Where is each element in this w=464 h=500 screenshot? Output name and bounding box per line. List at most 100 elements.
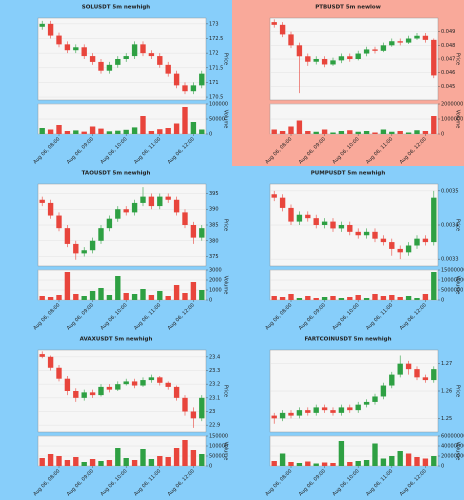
candle-body (313, 218, 319, 225)
candle-body (405, 245, 412, 253)
chart-title: FARTCOINUSDT 5m newhigh (305, 337, 392, 343)
candle-body (81, 47, 87, 57)
volume-bar (380, 458, 387, 466)
volume-bar (47, 454, 54, 466)
candle-body (288, 207, 294, 222)
volume-bar (338, 298, 345, 300)
volume-bar (279, 131, 286, 134)
volume-bar (190, 122, 197, 134)
y-tick-label: 390 (209, 207, 219, 213)
y2-axis-label: Volume (223, 276, 229, 295)
y-tick-label: 170.5 (209, 95, 223, 101)
candle-body (182, 397, 188, 412)
y2-tick-label: 0 (441, 298, 444, 304)
volume-bar (140, 449, 146, 466)
y2-tick-label: 100000 (209, 102, 228, 108)
volume-bar (73, 457, 79, 466)
candle-body (380, 385, 387, 397)
y2-tick-label: 40000000 (441, 444, 464, 450)
volume-bar (182, 440, 188, 466)
y-tick-label: 1.25 (441, 416, 452, 422)
volume-bar (271, 461, 277, 466)
candle-body (372, 396, 378, 402)
candle-body (56, 367, 62, 379)
y2-tick-label: 0 (209, 132, 212, 138)
candle-body (47, 356, 54, 368)
candle-body (140, 380, 146, 386)
candle-body (338, 225, 345, 229)
volume-bar (271, 129, 277, 134)
candle-body (173, 73, 180, 86)
y-tick-label: 0.049 (441, 29, 455, 35)
y-tick-label: 171 (209, 80, 219, 86)
volume-bar (397, 297, 403, 300)
candle-body (190, 411, 197, 419)
candle-body (140, 44, 146, 54)
volume-bar (347, 130, 353, 134)
candle-body (347, 407, 353, 411)
volume-bar (81, 462, 87, 466)
candle-body (115, 59, 121, 65)
candle-body (182, 212, 188, 225)
candle-body (89, 392, 96, 396)
candle-body (106, 64, 113, 71)
candle-body (165, 382, 171, 387)
candle-body (296, 45, 303, 57)
volume-bar (123, 129, 129, 134)
y-tick-label: 385 (209, 223, 219, 229)
candle-body (64, 378, 71, 391)
candle-body (321, 221, 328, 225)
y2-axis-label: Volume (455, 442, 461, 461)
candle-body (106, 218, 113, 229)
chart-title: AVAXUSDT 5m newhigh (80, 337, 153, 343)
volume-bar (363, 298, 370, 300)
y-tick-label: 0.047 (441, 57, 455, 63)
candle-body (380, 238, 387, 243)
candle-body (165, 196, 171, 200)
price-plot-area (37, 349, 207, 433)
volume-bar (39, 128, 45, 134)
candle-body (305, 410, 311, 413)
volume-bar (355, 295, 361, 300)
volume-bar (405, 132, 412, 134)
candle-body (182, 85, 188, 92)
volume-bar (305, 131, 311, 134)
candle-body (355, 404, 361, 411)
volume-bar (123, 458, 129, 466)
volume-bar (305, 461, 311, 466)
volume-bar (431, 456, 437, 466)
candle-body (330, 60, 336, 65)
volume-bar (355, 131, 361, 134)
volume-bar (372, 443, 378, 466)
volume-bar (414, 457, 420, 466)
volume-bar (106, 460, 113, 466)
volume-bar (338, 441, 345, 466)
y2-axis-label: Volume (455, 110, 461, 129)
candle-body (165, 64, 171, 74)
candle-body (64, 228, 71, 244)
y-tick-label: 172.5 (209, 36, 223, 42)
candle-body (148, 377, 155, 381)
candle-body (56, 215, 62, 229)
y2-tick-label: 20000000 (441, 454, 464, 460)
y-tick-label: 0.048 (441, 43, 455, 49)
candle-body (131, 202, 138, 213)
y2-tick-label: 0 (441, 464, 444, 470)
candle-body (106, 386, 113, 390)
volume-bar (199, 454, 205, 466)
y2-tick-label: 60000000 (441, 434, 464, 440)
volume-bar (173, 123, 180, 134)
volume-bar (98, 461, 104, 466)
volume-bar (115, 130, 121, 134)
candle-body (405, 38, 412, 43)
candle-body (330, 221, 336, 229)
volume-bar (89, 126, 96, 134)
y-axis-label: Price (223, 385, 229, 397)
chart-title: PUMPUSDT 5m newhigh (311, 171, 386, 177)
candle-body (39, 199, 45, 203)
y2-axis-label: Volume (223, 442, 229, 461)
volume-bar (89, 459, 96, 466)
volume-bar (115, 448, 121, 466)
y2-tick-label: 5000000 (441, 288, 463, 294)
candle-body (56, 35, 62, 45)
